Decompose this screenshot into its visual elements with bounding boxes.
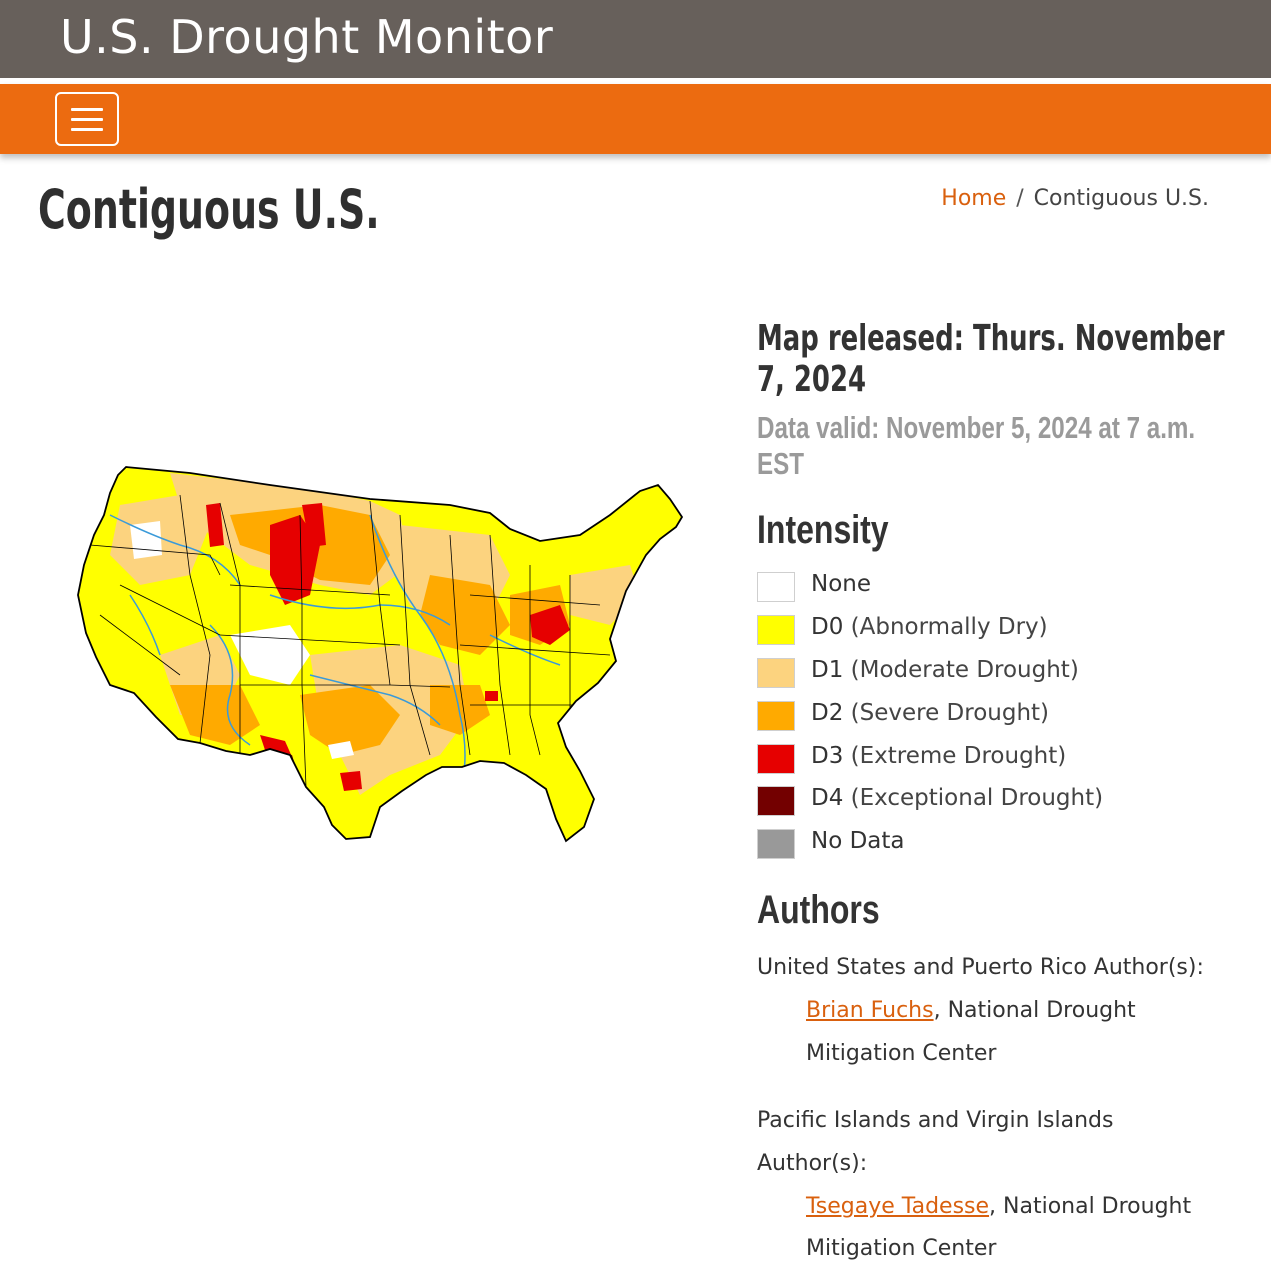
author-affiliation: , National Drought xyxy=(989,1194,1192,1219)
pi-vi-authors-label: Pacific Islands and Virgin Islands xyxy=(757,1108,1114,1133)
map-info-panel: Map released: Thurs. November 7, 2024 Da… xyxy=(757,318,1247,482)
site-title[interactable]: U.S. Drought Monitor xyxy=(60,10,554,64)
main-navbar xyxy=(0,84,1271,154)
header-divider xyxy=(0,78,1271,84)
us-pr-author: Brian Fuchs, National Drought xyxy=(806,989,1136,1032)
author-affiliation-cont: Mitigation Center xyxy=(806,1236,997,1261)
legend-item-d2: D2 (Severe Drought) xyxy=(757,699,1177,731)
legend-swatch xyxy=(757,701,795,731)
legend-item-d1: D1 (Moderate Drought) xyxy=(757,656,1177,688)
drought-map-image xyxy=(77,466,684,843)
legend-code: D1 xyxy=(811,657,844,683)
authors-heading: Authors xyxy=(757,888,880,932)
author-affiliation: , National Drought xyxy=(933,998,1136,1023)
breadcrumb-home-link[interactable]: Home xyxy=(941,186,1007,211)
hamburger-menu-icon xyxy=(71,108,103,111)
legend-desc: (Severe Drought) xyxy=(850,700,1050,726)
legend-item-no-data: No Data xyxy=(757,827,1177,859)
legend-code: No Data xyxy=(811,828,905,854)
legend-swatch xyxy=(757,572,795,602)
legend-code: D4 xyxy=(811,785,844,811)
breadcrumb-current: Contiguous U.S. xyxy=(1033,186,1209,211)
drought-map[interactable] xyxy=(70,455,690,855)
legend-desc: (Abnormally Dry) xyxy=(850,614,1048,640)
legend-code: D3 xyxy=(811,743,844,769)
intensity-heading: Intensity xyxy=(757,508,889,552)
legend-swatch xyxy=(757,658,795,688)
legend-swatch xyxy=(757,829,795,859)
legend-desc: (Extreme Drought) xyxy=(850,743,1067,769)
legend-code: None xyxy=(811,571,872,597)
map-released-date: Map released: Thurs. November 7, 2024 xyxy=(757,318,1225,400)
legend-desc: (Exceptional Drought) xyxy=(850,785,1104,811)
legend-item-d0: D0 (Abnormally Dry) xyxy=(757,613,1177,645)
hamburger-menu-button[interactable] xyxy=(55,92,119,146)
legend-item-d4: D4 (Exceptional Drought) xyxy=(757,784,1177,816)
legend-code: D0 xyxy=(811,614,844,640)
site-header: U.S. Drought Monitor xyxy=(0,0,1271,78)
author-affiliation-cont: Mitigation Center xyxy=(806,1041,997,1066)
legend-code: D2 xyxy=(811,700,844,726)
author-link-tsegaye-tadesse[interactable]: Tsegaye Tadesse xyxy=(806,1194,990,1219)
data-valid-date: Data valid: November 5, 2024 at 7 a.m. E… xyxy=(757,410,1196,481)
legend-swatch xyxy=(757,615,795,645)
author-link-brian-fuchs[interactable]: Brian Fuchs xyxy=(806,998,934,1023)
legend-item-d3: D3 (Extreme Drought) xyxy=(757,742,1177,774)
legend-item-none: None xyxy=(757,570,1177,602)
legend-swatch xyxy=(757,786,795,816)
pi-vi-author: Tsegaye Tadesse, National Drought xyxy=(806,1185,1191,1228)
us-pr-authors-label: United States and Puerto Rico Author(s): xyxy=(757,955,1204,980)
page-title: Contiguous U.S. xyxy=(38,178,380,241)
pi-vi-authors-label-cont: Author(s): xyxy=(757,1151,868,1176)
breadcrumb-separator: / xyxy=(1016,186,1024,211)
legend-swatch xyxy=(757,744,795,774)
breadcrumb: Home / Contiguous U.S. xyxy=(941,186,1209,211)
legend-desc: (Moderate Drought) xyxy=(850,657,1079,683)
